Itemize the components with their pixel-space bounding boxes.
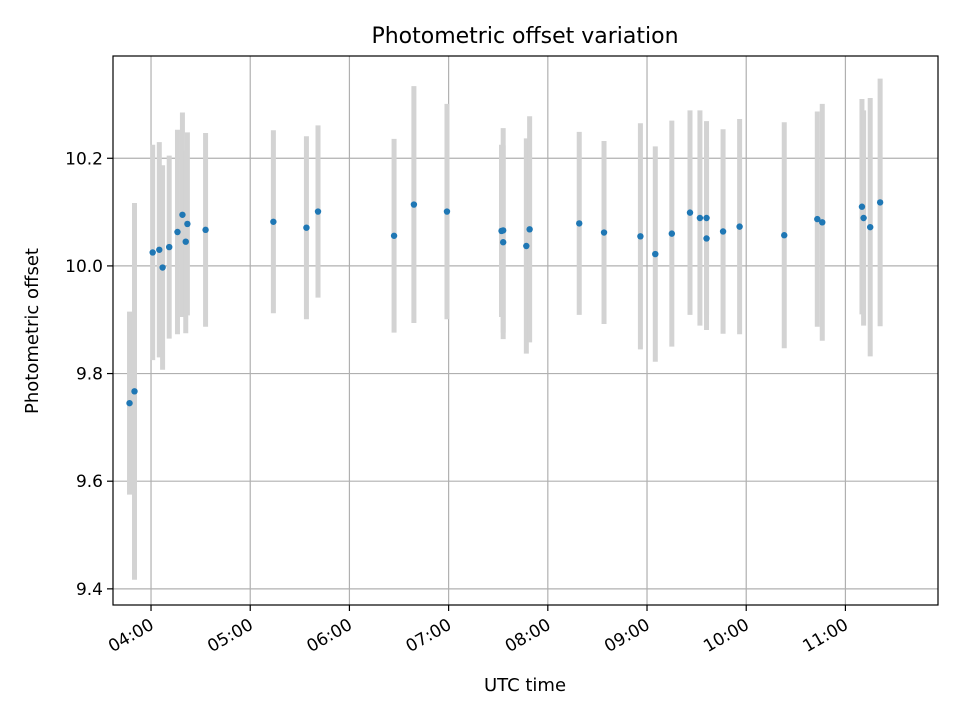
data-point — [184, 220, 191, 228]
data-point — [814, 215, 821, 223]
data-point — [126, 399, 133, 407]
x-axis-label: UTC time — [484, 675, 566, 696]
plot-frame — [112, 55, 939, 606]
y-axis-ticks: 9.4 9.6 9.8 10.0 10.2 — [65, 149, 113, 600]
data-point — [179, 211, 186, 218]
data-point — [719, 228, 727, 235]
data-point — [668, 230, 676, 237]
data-point — [876, 199, 884, 206]
data-point — [652, 250, 659, 258]
data-point — [499, 239, 507, 246]
data-point — [703, 235, 710, 242]
data-point — [156, 246, 163, 253]
data-point — [303, 224, 310, 231]
data-point — [576, 220, 583, 227]
data-point — [499, 227, 507, 234]
data-point — [149, 249, 156, 256]
data-point — [696, 214, 704, 222]
data-point — [410, 201, 418, 208]
data-point — [174, 228, 181, 236]
y-tick-label: 10.2 — [65, 149, 103, 169]
data-point — [736, 223, 743, 230]
data-point — [637, 233, 644, 240]
data-point — [600, 229, 608, 236]
data-point — [443, 208, 451, 215]
data-point — [858, 203, 866, 210]
data-point — [867, 223, 874, 231]
data-point — [166, 243, 173, 251]
y-tick-label: 9.6 — [76, 472, 103, 492]
data-point — [270, 218, 277, 225]
data-point — [159, 264, 166, 271]
y-tick-label: 9.4 — [76, 580, 103, 600]
data-points — [126, 199, 884, 407]
chart-title: Photometric offset variation — [371, 24, 678, 49]
y-tick-label: 9.8 — [76, 365, 103, 385]
y-axis-label: Photometric offset — [22, 248, 43, 414]
data-point — [314, 208, 322, 215]
data-point — [131, 388, 138, 395]
data-point — [819, 219, 826, 226]
data-point — [526, 226, 533, 233]
data-point — [390, 232, 398, 239]
y-tick-label: 10.0 — [65, 257, 103, 277]
data-point — [686, 209, 694, 216]
data-point — [703, 214, 710, 222]
data-point — [182, 238, 189, 245]
data-point — [202, 226, 209, 234]
data-point — [523, 242, 530, 250]
data-point — [860, 214, 867, 222]
data-point — [781, 232, 788, 239]
